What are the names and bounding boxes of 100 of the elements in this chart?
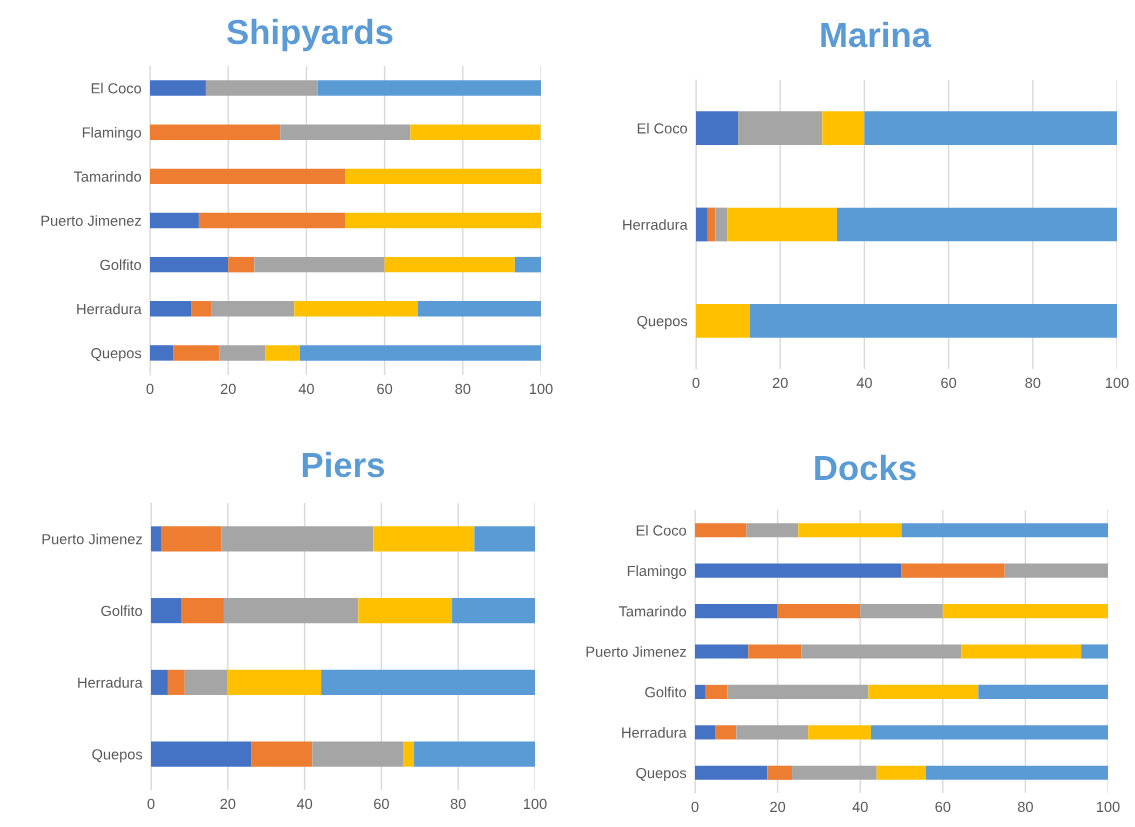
bar [767,765,793,780]
bar [837,207,1117,242]
bar [695,684,706,699]
bar [280,124,411,140]
chart-title: Docks [815,454,916,481]
bar [738,111,823,146]
bar [1004,563,1108,578]
y-tick-label: Puerto Jimenez [42,533,142,545]
x-tick-label: 60 [377,383,393,395]
bar [868,684,979,699]
bar [707,207,716,242]
y-tick-label: Flamingo [82,126,142,141]
y-tick-label: Quepos [91,348,142,362]
x-tick-label: 40 [856,377,872,389]
bar [695,523,747,538]
x-tick-label: 80 [450,798,466,810]
bar [727,207,838,242]
y-tick-label: Puerto Jimenez [586,646,686,657]
bar [317,80,541,96]
bar [417,301,541,317]
bar [294,301,418,317]
chart-title: Marina [821,21,932,48]
bar [514,256,541,273]
bar [695,765,768,780]
bar [901,523,1108,538]
bar [736,725,809,740]
bar [1081,644,1108,659]
bar [715,725,737,740]
bar [358,598,453,624]
bar [925,765,1108,780]
bar [150,345,174,361]
x-tick-label: 40 [296,798,313,810]
bar [150,168,346,185]
x-tick-label: 20 [770,801,786,813]
y-tick-label: Herradura [77,303,142,315]
bar [798,523,902,538]
bar [695,725,716,740]
bar [151,598,182,624]
bar [299,345,541,361]
y-tick-label: Herradura [622,727,687,738]
y-tick-label: Quepos [636,767,687,782]
bar [150,212,199,229]
bar [198,212,346,229]
bar [384,256,515,273]
bar [160,526,222,552]
x-tick-label: 100 [529,383,553,395]
bar [251,741,313,767]
bar [150,80,206,96]
bar [403,741,415,767]
y-tick-label: Quepos [92,749,143,763]
bar [870,725,1108,740]
x-tick-label: 0 [692,377,700,389]
bar [414,741,535,767]
y-tick-label: El Coco [637,122,688,134]
y-tick-label: Herradura [78,677,143,688]
bar [746,523,799,538]
bar [748,644,802,659]
chart-title: Piers [302,451,385,478]
bar [150,256,229,273]
bar [715,207,728,242]
y-tick-label: Tamarindo [618,605,687,617]
bar [822,111,865,146]
bar [254,256,385,273]
bar [184,669,228,695]
bar [211,301,295,317]
x-tick-label: 0 [147,798,155,810]
y-tick-label: Golfito [100,259,142,271]
bar [696,111,739,146]
bar [695,644,749,659]
y-tick-label: Golfito [101,605,143,617]
x-tick-label: 100 [1096,801,1120,813]
bar [696,303,750,338]
x-tick-label: 0 [146,383,154,395]
y-tick-label: Puerto Jimenez [41,215,141,226]
x-tick-label: 40 [852,801,868,813]
bar [727,684,869,699]
bar [223,598,359,624]
bar [942,604,1108,619]
x-tick-label: 40 [298,383,314,395]
x-tick-label: 20 [220,383,236,395]
bar [695,563,902,578]
y-tick-label: Quepos [637,315,688,330]
bar [227,669,322,695]
bar [474,526,535,552]
bar [705,684,728,699]
bar [265,345,300,361]
bar [373,526,475,552]
bar [312,741,404,767]
bar [696,207,708,242]
bar [792,765,877,780]
y-tick-label: El Coco [91,82,142,94]
bar [191,301,212,317]
bar [860,604,943,619]
chart-title: Shipyards [227,18,393,52]
bar [150,301,192,317]
x-tick-label: 60 [374,798,389,810]
y-tick-label: Golfito [645,686,687,698]
x-tick-label: 80 [1025,377,1041,389]
bar [345,168,541,185]
bar [151,741,252,767]
